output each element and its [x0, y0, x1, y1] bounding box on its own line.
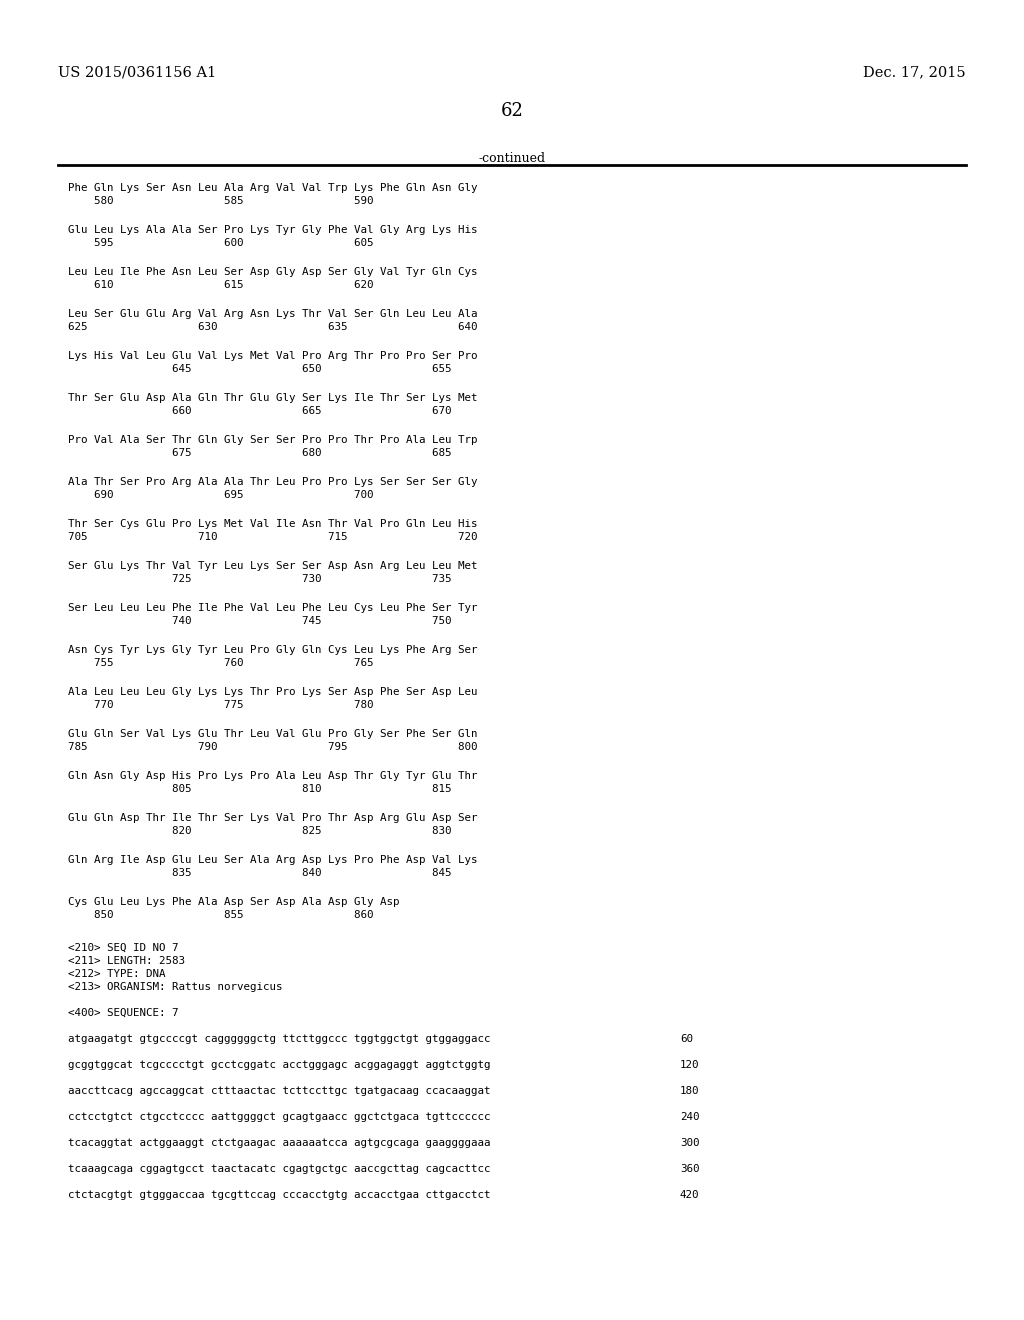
Text: 850                 855                 860: 850 855 860 — [68, 909, 374, 920]
Text: Pro Val Ala Ser Thr Gln Gly Ser Ser Pro Pro Thr Pro Ala Leu Trp: Pro Val Ala Ser Thr Gln Gly Ser Ser Pro … — [68, 436, 477, 445]
Text: 835                 840                 845: 835 840 845 — [68, 869, 452, 878]
Text: 120: 120 — [680, 1060, 699, 1071]
Text: <212> TYPE: DNA: <212> TYPE: DNA — [68, 969, 166, 979]
Text: <211> LENGTH: 2583: <211> LENGTH: 2583 — [68, 956, 185, 966]
Text: Ala Leu Leu Leu Gly Lys Lys Thr Pro Lys Ser Asp Phe Ser Asp Leu: Ala Leu Leu Leu Gly Lys Lys Thr Pro Lys … — [68, 686, 477, 697]
Text: -continued: -continued — [478, 152, 546, 165]
Text: cctcctgtct ctgcctcccc aattggggct gcagtgaacc ggctctgaca tgttcccccc: cctcctgtct ctgcctcccc aattggggct gcagtga… — [68, 1111, 490, 1122]
Text: Ala Thr Ser Pro Arg Ala Ala Thr Leu Pro Pro Lys Ser Ser Ser Gly: Ala Thr Ser Pro Arg Ala Ala Thr Leu Pro … — [68, 477, 477, 487]
Text: 785                 790                 795                 800: 785 790 795 800 — [68, 742, 477, 752]
Text: US 2015/0361156 A1: US 2015/0361156 A1 — [58, 65, 216, 79]
Text: 625                 630                 635                 640: 625 630 635 640 — [68, 322, 477, 333]
Text: 360: 360 — [680, 1164, 699, 1173]
Text: <400> SEQUENCE: 7: <400> SEQUENCE: 7 — [68, 1008, 178, 1018]
Text: Ser Leu Leu Leu Phe Ile Phe Val Leu Phe Leu Cys Leu Phe Ser Tyr: Ser Leu Leu Leu Phe Ile Phe Val Leu Phe … — [68, 603, 477, 612]
Text: 820                 825                 830: 820 825 830 — [68, 826, 452, 836]
Text: Glu Gln Ser Val Lys Glu Thr Leu Val Glu Pro Gly Ser Phe Ser Gln: Glu Gln Ser Val Lys Glu Thr Leu Val Glu … — [68, 729, 477, 739]
Text: tcaaagcaga cggagtgcct taactacatc cgagtgctgc aaccgcttag cagcacttcc: tcaaagcaga cggagtgcct taactacatc cgagtgc… — [68, 1164, 490, 1173]
Text: 690                 695                 700: 690 695 700 — [68, 490, 374, 500]
Text: <213> ORGANISM: Rattus norvegicus: <213> ORGANISM: Rattus norvegicus — [68, 982, 283, 993]
Text: Cys Glu Leu Lys Phe Ala Asp Ser Asp Ala Asp Gly Asp: Cys Glu Leu Lys Phe Ala Asp Ser Asp Ala … — [68, 898, 399, 907]
Text: 755                 760                 765: 755 760 765 — [68, 657, 374, 668]
Text: gcggtggcat tcgcccctgt gcctcggatc acctgggagc acggagaggt aggtctggtg: gcggtggcat tcgcccctgt gcctcggatc acctggg… — [68, 1060, 490, 1071]
Text: 725                 730                 735: 725 730 735 — [68, 574, 452, 583]
Text: aaccttcacg agccaggcat ctttaactac tcttccttgc tgatgacaag ccacaaggat: aaccttcacg agccaggcat ctttaactac tcttcct… — [68, 1086, 490, 1096]
Text: Gln Asn Gly Asp His Pro Lys Pro Ala Leu Asp Thr Gly Tyr Glu Thr: Gln Asn Gly Asp His Pro Lys Pro Ala Leu … — [68, 771, 477, 781]
Text: 660                 665                 670: 660 665 670 — [68, 407, 452, 416]
Text: 645                 650                 655: 645 650 655 — [68, 364, 452, 374]
Text: Dec. 17, 2015: Dec. 17, 2015 — [863, 65, 966, 79]
Text: tcacaggtat actggaaggt ctctgaagac aaaaaatcca agtgcgcaga gaaggggaaa: tcacaggtat actggaaggt ctctgaagac aaaaaat… — [68, 1138, 490, 1148]
Text: 705                 710                 715                 720: 705 710 715 720 — [68, 532, 477, 543]
Text: Thr Ser Glu Asp Ala Gln Thr Glu Gly Ser Lys Ile Thr Ser Lys Met: Thr Ser Glu Asp Ala Gln Thr Glu Gly Ser … — [68, 393, 477, 403]
Text: Thr Ser Cys Glu Pro Lys Met Val Ile Asn Thr Val Pro Gln Leu His: Thr Ser Cys Glu Pro Lys Met Val Ile Asn … — [68, 519, 477, 529]
Text: 675                 680                 685: 675 680 685 — [68, 447, 452, 458]
Text: 180: 180 — [680, 1086, 699, 1096]
Text: 595                 600                 605: 595 600 605 — [68, 238, 374, 248]
Text: Leu Leu Ile Phe Asn Leu Ser Asp Gly Asp Ser Gly Val Tyr Gln Cys: Leu Leu Ile Phe Asn Leu Ser Asp Gly Asp … — [68, 267, 477, 277]
Text: 420: 420 — [680, 1191, 699, 1200]
Text: Glu Leu Lys Ala Ala Ser Pro Lys Tyr Gly Phe Val Gly Arg Lys His: Glu Leu Lys Ala Ala Ser Pro Lys Tyr Gly … — [68, 224, 477, 235]
Text: 580                 585                 590: 580 585 590 — [68, 195, 374, 206]
Text: <210> SEQ ID NO 7: <210> SEQ ID NO 7 — [68, 942, 178, 953]
Text: 240: 240 — [680, 1111, 699, 1122]
Text: 60: 60 — [680, 1034, 693, 1044]
Text: 770                 775                 780: 770 775 780 — [68, 700, 374, 710]
Text: ctctacgtgt gtgggaccaa tgcgttccag cccacctgtg accacctgaa cttgacctct: ctctacgtgt gtgggaccaa tgcgttccag cccacct… — [68, 1191, 490, 1200]
Text: 62: 62 — [501, 102, 523, 120]
Text: Ser Glu Lys Thr Val Tyr Leu Lys Ser Ser Asp Asn Arg Leu Leu Met: Ser Glu Lys Thr Val Tyr Leu Lys Ser Ser … — [68, 561, 477, 572]
Text: Leu Ser Glu Glu Arg Val Arg Asn Lys Thr Val Ser Gln Leu Leu Ala: Leu Ser Glu Glu Arg Val Arg Asn Lys Thr … — [68, 309, 477, 319]
Text: 740                 745                 750: 740 745 750 — [68, 616, 452, 626]
Text: Asn Cys Tyr Lys Gly Tyr Leu Pro Gly Gln Cys Leu Lys Phe Arg Ser: Asn Cys Tyr Lys Gly Tyr Leu Pro Gly Gln … — [68, 645, 477, 655]
Text: 610                 615                 620: 610 615 620 — [68, 280, 374, 290]
Text: Gln Arg Ile Asp Glu Leu Ser Ala Arg Asp Lys Pro Phe Asp Val Lys: Gln Arg Ile Asp Glu Leu Ser Ala Arg Asp … — [68, 855, 477, 865]
Text: Phe Gln Lys Ser Asn Leu Ala Arg Val Val Trp Lys Phe Gln Asn Gly: Phe Gln Lys Ser Asn Leu Ala Arg Val Val … — [68, 183, 477, 193]
Text: Lys His Val Leu Glu Val Lys Met Val Pro Arg Thr Pro Pro Ser Pro: Lys His Val Leu Glu Val Lys Met Val Pro … — [68, 351, 477, 360]
Text: 300: 300 — [680, 1138, 699, 1148]
Text: 805                 810                 815: 805 810 815 — [68, 784, 452, 795]
Text: Glu Gln Asp Thr Ile Thr Ser Lys Val Pro Thr Asp Arg Glu Asp Ser: Glu Gln Asp Thr Ile Thr Ser Lys Val Pro … — [68, 813, 477, 822]
Text: atgaagatgt gtgccccgt caggggggctg ttcttggccc tggtggctgt gtggaggacc: atgaagatgt gtgccccgt caggggggctg ttcttgg… — [68, 1034, 490, 1044]
